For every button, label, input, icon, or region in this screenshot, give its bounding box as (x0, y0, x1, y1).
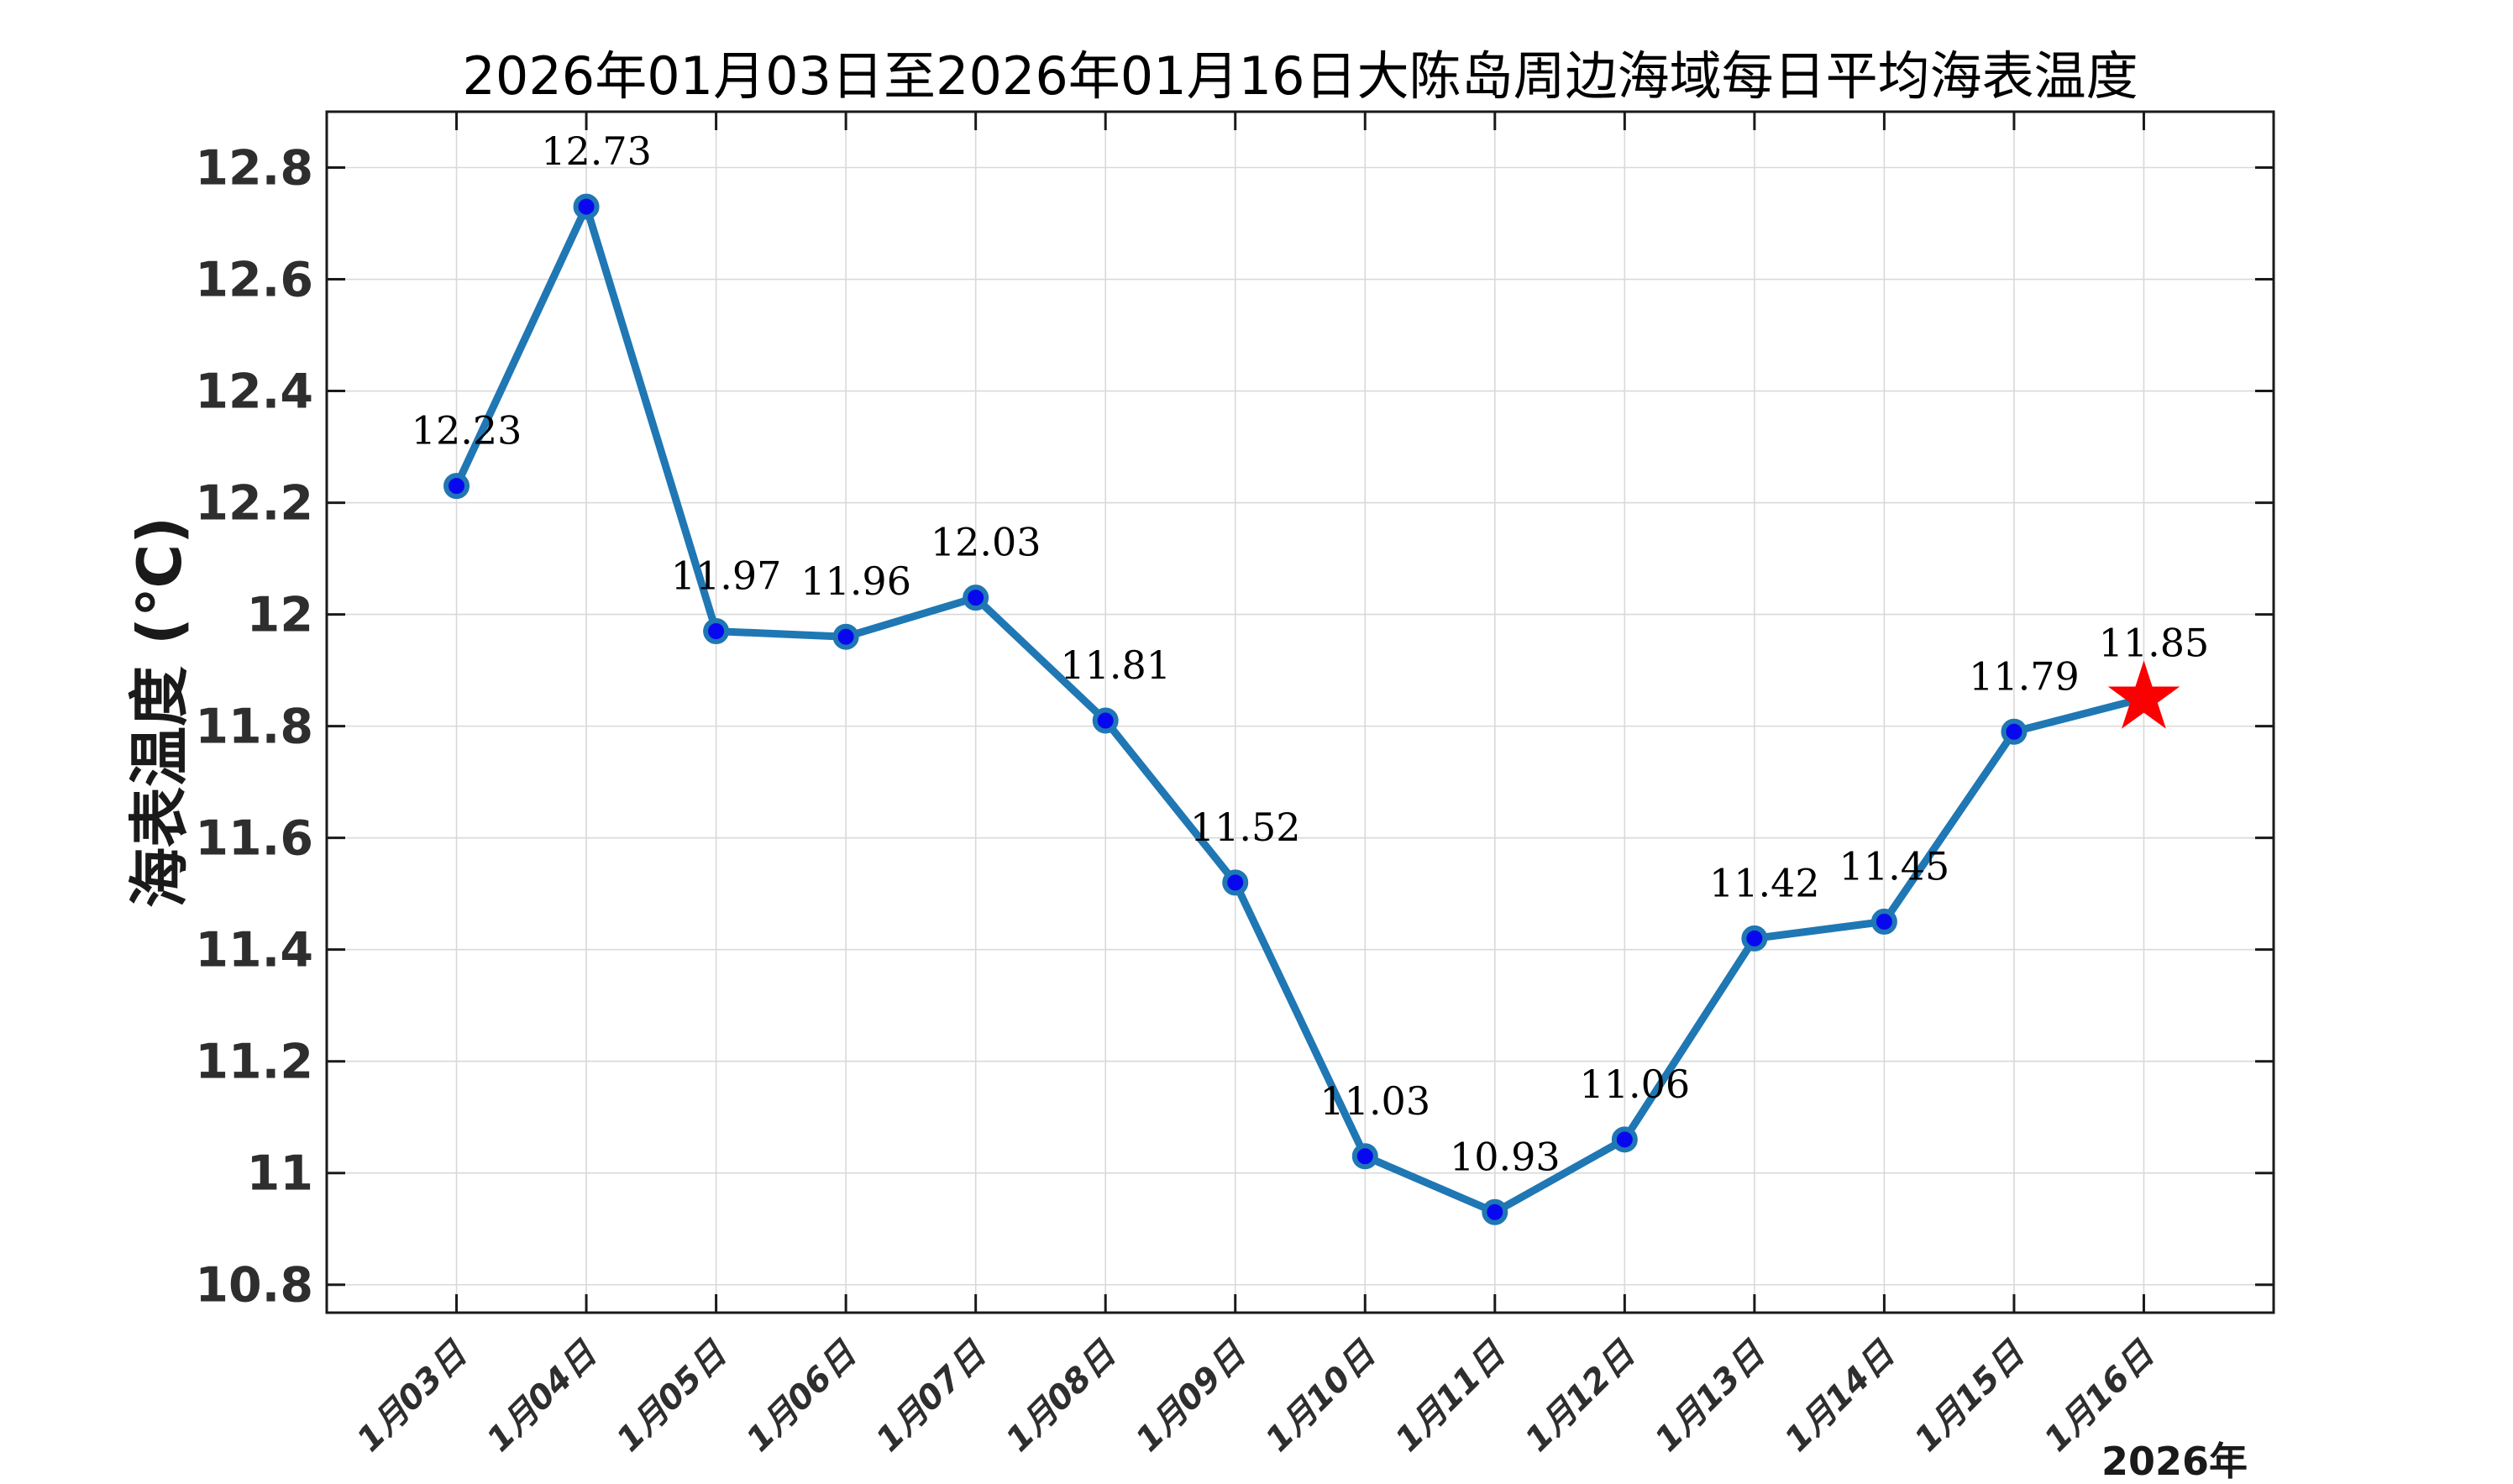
data-point-value-label: 11.96 (800, 558, 911, 604)
data-point-marker (832, 623, 859, 650)
x-tick-label: 1月08日 (999, 1334, 1125, 1460)
data-point-value-label: 11.85 (2099, 620, 2210, 665)
x-tick-label: 1月06日 (739, 1334, 865, 1460)
series-layer (453, 202, 2148, 1216)
data-point-marker (1351, 1143, 1378, 1170)
data-point-marker (703, 618, 730, 645)
axis-layer: 10.8 11 11.2 11.4 11.6 11.8 12 12.2 12.4 12.6 12.8… (195, 110, 2275, 1460)
data-point-value-label: 11.42 (1709, 860, 1820, 905)
x-tick-label: 1月04日 (480, 1334, 606, 1460)
y-tick-label: 12 (247, 588, 313, 643)
x-axis-year-note: 2026年 (2101, 1439, 2248, 1484)
data-point-marker (1611, 1126, 1638, 1153)
y-tick-label: 12.6 (195, 253, 313, 308)
x-tick-label: 1月05日 (610, 1334, 736, 1460)
x-tick-label: 1月10日 (1258, 1334, 1384, 1460)
data-point-marker (1870, 908, 1897, 935)
data-point-marker (1741, 925, 1768, 952)
y-tick-label: 10.8 (195, 1258, 313, 1314)
data-point-marker (1482, 1198, 1508, 1225)
x-tick-label: 1月03日 (349, 1334, 475, 1460)
data-point-value-label: 12.73 (541, 128, 652, 174)
chart-title: 2026年01月03日至2026年01月16日大陈岛周边海域每日平均海表温度 (462, 45, 2138, 107)
data-point-marker (573, 193, 600, 220)
data-point-value-label: 12.23 (412, 408, 522, 454)
data-point-value-label: 10.93 (1450, 1134, 1561, 1179)
data-point-value-label: 11.97 (671, 553, 782, 599)
data-point-value-label: 11.03 (1319, 1078, 1430, 1124)
y-tick-label: 12.8 (195, 141, 313, 197)
data-point-value-label: 11.06 (1579, 1062, 1690, 1107)
plot-box (325, 110, 2275, 1314)
temperature-line-series (453, 202, 2148, 1216)
data-point-value-label: 11.52 (1190, 805, 1301, 850)
y-tick-label: 12.4 (195, 364, 313, 420)
x-tick-label: 1月07日 (869, 1334, 995, 1460)
marker-layer (443, 193, 2180, 1225)
x-tick-label: 1月13日 (1648, 1334, 1774, 1460)
y-axis-label: 海表温度 (℃) (124, 517, 195, 908)
x-tick-label: 1月15日 (1907, 1334, 2033, 1460)
y-tick-label: 11 (247, 1146, 313, 1202)
x-tick-label: 1月11日 (1388, 1334, 1514, 1460)
data-point-marker (443, 473, 470, 500)
grid-layer (327, 112, 2274, 1313)
x-tick-label: 1月14日 (1777, 1334, 1903, 1460)
y-tick-label: 11.6 (195, 811, 313, 867)
y-tick-label: 11.4 (195, 923, 313, 978)
latest-point-star-marker (2107, 660, 2180, 729)
data-point-value-label: 11.79 (1969, 653, 2080, 699)
x-tick-label: 1月12日 (1518, 1334, 1644, 1460)
data-point-marker (1092, 707, 1119, 734)
data-point-value-label: 12.03 (931, 520, 1041, 565)
data-point-value-label: 11.81 (1060, 642, 1171, 688)
y-tick-label: 11.2 (195, 1035, 313, 1090)
data-point-value-label: 11.45 (1839, 843, 1950, 889)
data-point-marker (2001, 718, 2028, 745)
y-tick-label: 12.2 (195, 476, 313, 532)
data-point-marker (963, 585, 989, 611)
point-label-layer: 12.23 12.73 11.97 11.96 12.03 11.81 11.52 11.03… (412, 128, 2210, 1179)
y-tick-label: 11.8 (195, 700, 313, 755)
x-tick-label: 1月09日 (1129, 1334, 1255, 1460)
data-point-marker (1222, 869, 1249, 896)
